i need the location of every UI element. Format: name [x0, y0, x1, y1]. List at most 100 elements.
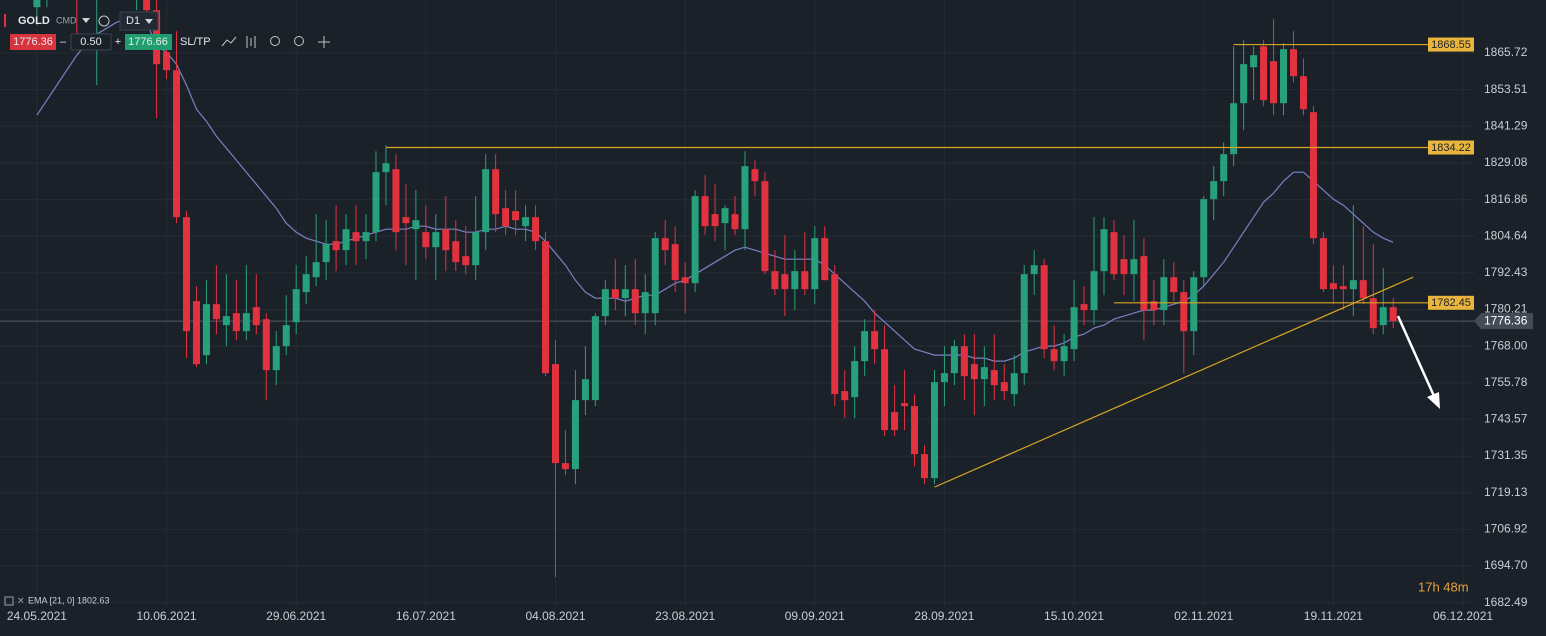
line-tool-icon[interactable] — [221, 36, 237, 47]
candle-body — [821, 238, 829, 281]
indicator-icon[interactable] — [246, 36, 256, 48]
candle-body — [1100, 229, 1108, 272]
candle-body — [831, 274, 839, 395]
legend-close-icon[interactable]: ✕ — [17, 595, 25, 605]
candle-body — [1230, 103, 1238, 155]
buy-price[interactable]: 1776.66 — [128, 36, 168, 48]
move-icon[interactable] — [318, 36, 330, 48]
candle-body — [1000, 382, 1008, 392]
candle-body — [362, 232, 370, 242]
arrow-head — [1427, 392, 1440, 409]
zoom-in-icon[interactable] — [294, 36, 304, 46]
sell-price[interactable]: 1776.36 — [13, 36, 53, 48]
candle-body — [1200, 199, 1208, 278]
candle-body — [601, 289, 609, 317]
candle-body — [940, 373, 948, 383]
candle-body — [1060, 346, 1068, 362]
candle-body — [851, 361, 859, 398]
candle-body — [741, 166, 749, 230]
y-tick-label: 1768.00 — [1484, 338, 1528, 352]
candle-body — [1329, 283, 1337, 290]
candle-body — [532, 217, 540, 242]
candle-body — [1299, 76, 1307, 110]
x-tick-label: 15.10.2021 — [1044, 609, 1104, 623]
candle-body — [801, 271, 809, 290]
level-label: 1782.45 — [1431, 297, 1471, 309]
market: CMD — [56, 15, 77, 25]
candle-body — [332, 241, 340, 251]
timeframe[interactable]: D1 — [126, 15, 140, 27]
candle-body — [202, 304, 210, 356]
candle-body — [412, 220, 420, 230]
candle-body — [1339, 286, 1347, 290]
lot-box[interactable] — [70, 33, 112, 51]
sell-box[interactable] — [10, 34, 56, 50]
candle-body — [731, 214, 739, 230]
candle-body — [1050, 349, 1058, 362]
candle-body — [661, 238, 669, 251]
y-tick-label: 1719.13 — [1484, 485, 1528, 499]
candle-body — [1309, 112, 1317, 239]
legend-settings-icon[interactable] — [4, 596, 14, 606]
candle-body — [232, 313, 240, 332]
y-tick-label: 1682.49 — [1484, 595, 1528, 609]
y-tick-label: 1755.78 — [1484, 375, 1528, 389]
last-price-box — [1474, 313, 1533, 330]
legend-entry: EMA [21, 0] 1802.63 — [28, 595, 110, 605]
timeframe-box[interactable] — [119, 11, 159, 31]
level-label: 1834.22 — [1431, 142, 1471, 154]
candle-body — [641, 292, 649, 314]
candle-body — [1369, 298, 1377, 329]
candle-body — [1280, 49, 1288, 104]
candle-body — [571, 400, 579, 470]
candle-body — [242, 313, 250, 332]
dropdown-icon[interactable] — [82, 18, 90, 23]
candle-body — [542, 241, 550, 374]
candle-body — [1250, 55, 1258, 68]
info-icon[interactable] — [98, 15, 110, 27]
lot-minus[interactable]: – — [60, 36, 67, 48]
sltp[interactable]: SL/TP — [180, 36, 211, 48]
lot[interactable]: 0.50 — [80, 36, 101, 48]
candle-body — [422, 232, 430, 248]
candle-body — [861, 331, 869, 362]
candle-body — [192, 301, 200, 365]
candle-body — [561, 463, 569, 470]
last-price-label: 1776.36 — [1484, 314, 1528, 328]
y-tick-label: 1804.64 — [1484, 228, 1528, 242]
candle-body — [711, 214, 719, 227]
arrow-shaft — [1396, 315, 1436, 397]
zoom-out-icon[interactable] — [270, 36, 280, 46]
candle-body — [312, 262, 320, 278]
candle-body — [342, 229, 350, 251]
candle-body — [980, 367, 988, 380]
plot-area — [0, 0, 1475, 578]
timeframe-dropdown[interactable] — [145, 19, 153, 24]
y-tick-label: 1841.29 — [1484, 118, 1528, 132]
candle-body — [950, 346, 958, 374]
candle-body — [671, 244, 679, 281]
y-tick-label: 1780.21 — [1484, 302, 1528, 316]
buy-box[interactable] — [125, 34, 172, 50]
x-tick-label: 06.12.2021 — [1433, 609, 1493, 623]
y-tick-label: 1694.70 — [1484, 558, 1528, 572]
candle-body — [1140, 256, 1148, 311]
candle-body — [452, 241, 460, 263]
candle-body — [791, 271, 799, 290]
y-tick-label: 1865.72 — [1484, 45, 1528, 59]
candle-body — [212, 304, 220, 320]
candle-body — [472, 232, 480, 266]
candle-body — [1180, 292, 1188, 332]
candle-body — [222, 316, 230, 326]
candle-body — [163, 52, 171, 71]
candle-body — [651, 238, 659, 314]
candle-body — [631, 289, 639, 314]
candle-body — [392, 169, 400, 233]
lot-plus[interactable]: + — [115, 36, 121, 48]
candle-body — [1070, 307, 1078, 350]
candle-body — [382, 163, 390, 173]
candle-body — [1010, 373, 1018, 395]
candle-body — [1020, 274, 1028, 374]
y-tick-label: 1743.57 — [1484, 412, 1528, 426]
symbol[interactable]: GOLD — [18, 15, 50, 27]
